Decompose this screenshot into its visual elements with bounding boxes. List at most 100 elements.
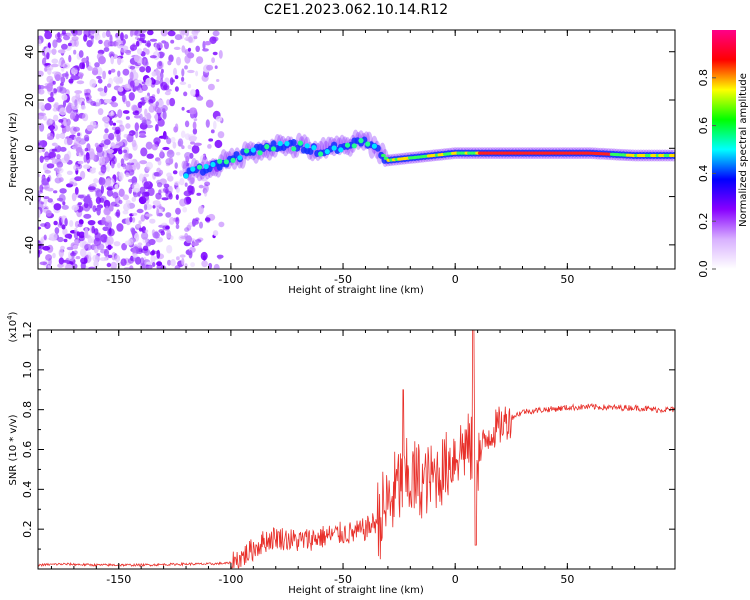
noise-speckle xyxy=(81,57,88,64)
noise-speckle xyxy=(204,217,211,222)
noise-speckle xyxy=(117,109,123,119)
noise-speckle xyxy=(54,227,60,235)
noise-speckle xyxy=(38,226,42,230)
noise-speckle xyxy=(174,86,179,92)
noise-speckle xyxy=(168,193,173,200)
noise-speckle xyxy=(144,229,149,233)
noise-speckle xyxy=(117,56,122,66)
noise-speckle xyxy=(46,64,54,71)
colorbar-tick-label: 0.8 xyxy=(697,69,710,87)
noise-speckle xyxy=(98,177,106,186)
noise-speckle xyxy=(193,35,198,40)
noise-speckle xyxy=(95,196,102,205)
noise-speckle xyxy=(115,129,120,135)
noise-speckle xyxy=(44,221,51,230)
noise-speckle xyxy=(115,141,124,147)
noise-speckle xyxy=(88,266,96,269)
snr-multiplier-base: (x10 xyxy=(8,320,19,343)
noise-speckle xyxy=(151,144,158,151)
noise-speckle xyxy=(181,106,185,111)
noise-speckle xyxy=(96,150,105,157)
noise-speckle xyxy=(48,151,57,159)
noise-speckle xyxy=(110,261,117,269)
colorbar-tick-label: 0.6 xyxy=(697,117,710,135)
noise-speckle xyxy=(173,67,177,77)
noise-speckle xyxy=(107,254,113,259)
snr-multiplier-exponent: 4 xyxy=(6,315,14,320)
noise-speckle xyxy=(106,236,114,245)
noise-speckle xyxy=(129,265,134,269)
noise-speckle xyxy=(169,97,176,107)
noise-speckle xyxy=(138,173,144,182)
noise-speckle xyxy=(60,82,64,86)
noise-speckle xyxy=(192,218,196,227)
snr-multiplier-close: ) xyxy=(8,311,19,315)
noise-speckle xyxy=(77,223,83,228)
colorbar-strip xyxy=(712,30,736,269)
noise-speckle xyxy=(146,153,154,159)
noise-speckle xyxy=(43,85,50,89)
ridge-core xyxy=(270,140,277,148)
noise-speckle xyxy=(60,76,66,84)
noise-speckle xyxy=(53,220,58,226)
noise-speckle xyxy=(85,92,91,96)
noise-speckle xyxy=(84,137,90,142)
noise-speckle xyxy=(155,67,159,76)
noise-speckle xyxy=(170,39,175,44)
noise-speckle xyxy=(73,126,80,132)
noise-speckle xyxy=(99,156,106,166)
noise-speckle xyxy=(102,226,109,232)
noise-speckle xyxy=(47,176,50,182)
noise-speckle xyxy=(137,101,143,109)
noise-speckle xyxy=(83,195,92,204)
noise-speckle xyxy=(80,105,86,110)
noise-speckle xyxy=(96,75,102,80)
noise-speckle xyxy=(152,262,156,267)
noise-speckle-layer xyxy=(38,30,225,269)
noise-speckle xyxy=(184,227,190,232)
noise-speckle xyxy=(147,30,154,36)
noise-speckle xyxy=(87,66,93,71)
noise-speckle xyxy=(82,113,89,122)
noise-speckle xyxy=(128,187,132,194)
noise-speckle xyxy=(141,232,149,240)
noise-speckle xyxy=(159,206,164,210)
spectrogram-y-label: Frequency (Hz) xyxy=(8,112,19,188)
noise-speckle xyxy=(118,188,125,197)
noise-speckle xyxy=(205,99,214,108)
noise-speckle xyxy=(142,40,147,44)
y-tick-label: -20 xyxy=(23,188,36,206)
noise-speckle xyxy=(165,212,172,218)
noise-speckle xyxy=(122,194,130,201)
y-tick-label: 1.0 xyxy=(21,361,34,379)
noise-speckle xyxy=(132,253,138,258)
noise-speckle xyxy=(164,41,169,50)
noise-speckle xyxy=(134,122,139,131)
noise-speckle xyxy=(207,144,212,149)
noise-speckle xyxy=(137,56,143,66)
noise-speckle xyxy=(39,123,45,132)
noise-speckle xyxy=(43,234,47,241)
y-tick-label: 0.2 xyxy=(21,520,34,538)
noise-speckle xyxy=(135,129,139,139)
noise-speckle xyxy=(126,162,135,166)
noise-speckle xyxy=(179,198,187,207)
noise-speckle xyxy=(47,42,51,49)
noise-speckle xyxy=(74,90,83,94)
noise-speckle xyxy=(196,95,204,101)
noise-speckle xyxy=(156,261,163,267)
noise-speckle xyxy=(114,254,121,263)
noise-speckle xyxy=(89,30,96,34)
noise-speckle xyxy=(161,222,168,226)
noise-speckle xyxy=(128,92,135,101)
noise-speckle xyxy=(38,70,44,77)
noise-speckle xyxy=(211,57,216,64)
noise-speckle xyxy=(99,236,104,241)
noise-speckle xyxy=(95,189,103,198)
noise-speckle xyxy=(61,30,66,35)
noise-speckle xyxy=(76,80,85,85)
noise-speckle xyxy=(188,249,193,259)
colorbar-label: Normalized spectral amplitude xyxy=(738,73,749,227)
noise-speckle xyxy=(93,154,97,162)
noise-speckle xyxy=(139,30,147,34)
